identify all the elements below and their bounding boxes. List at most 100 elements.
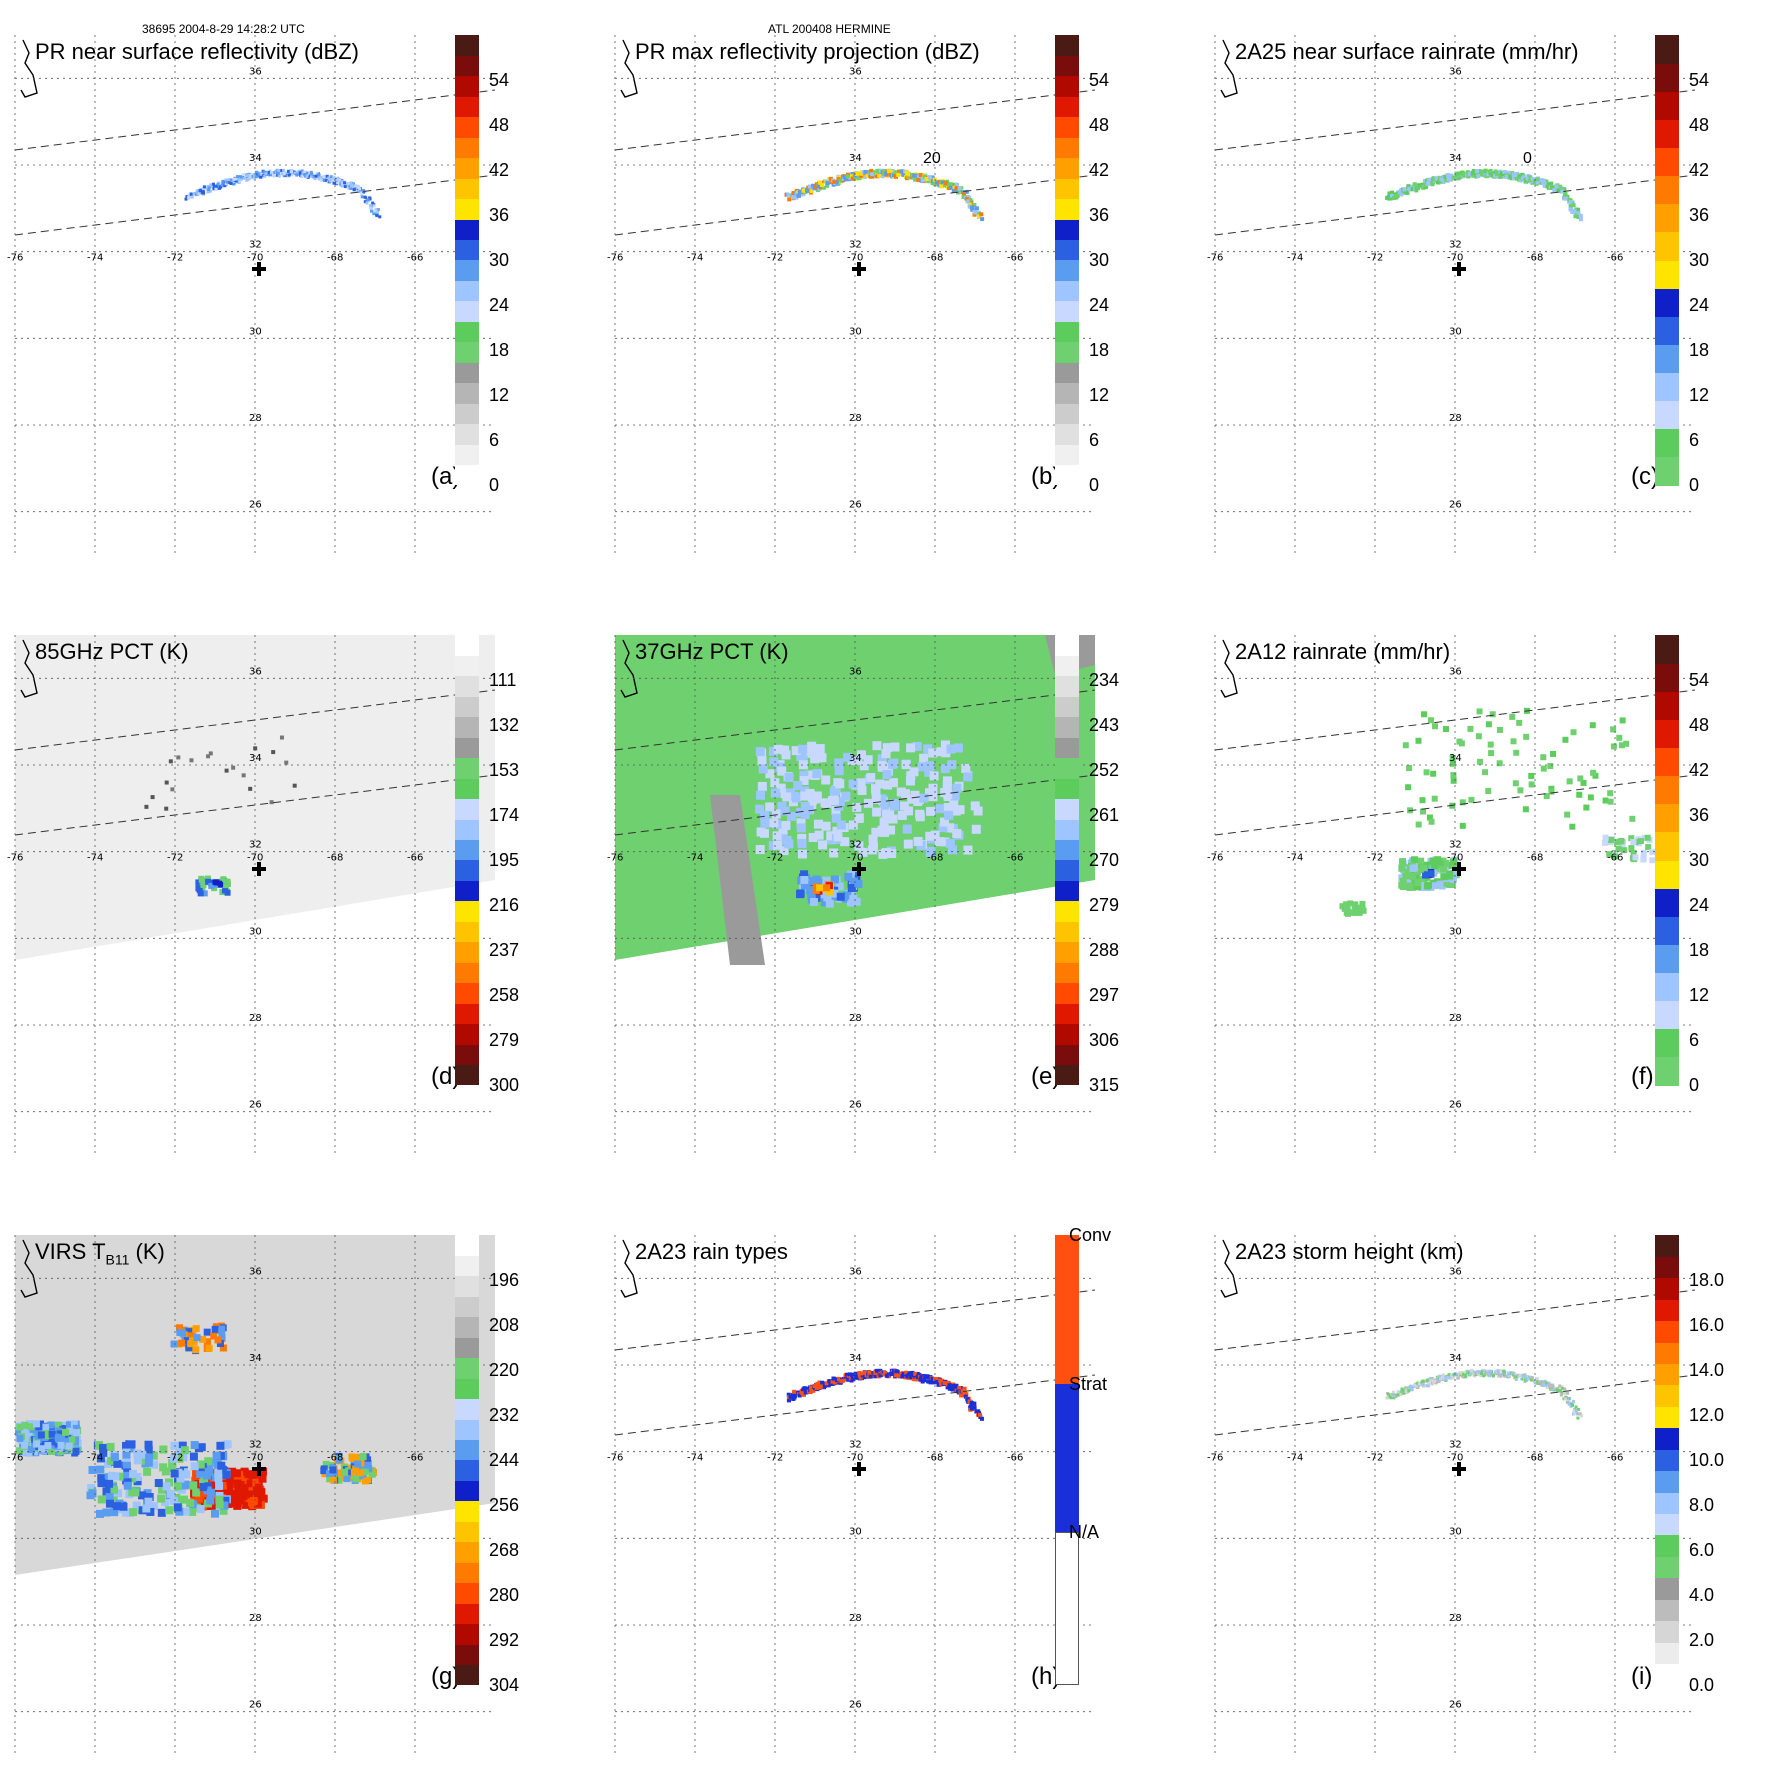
cell-pixel	[322, 1460, 330, 1468]
height-pixel	[1580, 1414, 1584, 1418]
cloud-pixel	[812, 769, 822, 779]
colorbar-segment	[455, 96, 479, 118]
panel-title: 2A12 rainrate (mm/hr)	[1235, 639, 1451, 664]
echo-pixel	[898, 171, 903, 176]
rain-pixel	[1576, 791, 1583, 798]
colorbar-label: 2.0	[1689, 1630, 1715, 1650]
colorbar-segment	[455, 1235, 479, 1256]
cloud-pixel	[879, 817, 889, 827]
echo-pixel	[961, 195, 966, 200]
cloud-pixel	[912, 741, 922, 751]
cloud-pixel	[190, 1441, 199, 1450]
cell-pixel	[352, 1475, 360, 1483]
cloud-pixel	[204, 1467, 213, 1476]
cloud-pixel	[835, 779, 845, 789]
cloud-pixel	[853, 755, 863, 765]
cloud-pixel	[948, 845, 958, 855]
rain-pixel	[1619, 717, 1626, 724]
colorbar-label: 174	[489, 805, 520, 825]
echo-pixel	[901, 172, 906, 177]
colorbar-label: 300	[489, 1075, 520, 1095]
rain-pixel	[1440, 873, 1448, 881]
cloud-pixel	[217, 1461, 226, 1470]
cloud-pixel	[32, 1420, 40, 1428]
echo-pixel	[896, 172, 901, 177]
rain-pixel	[1523, 178, 1528, 183]
cloud-pixel	[765, 802, 775, 812]
coastline	[1220, 1239, 1238, 1298]
colorbar-label: 30	[489, 250, 510, 270]
rain-pixel	[1449, 875, 1457, 883]
echo-pixel	[282, 174, 286, 178]
lat-tick-label: 32	[249, 840, 262, 851]
colorbar-segment	[1655, 288, 1679, 317]
cold-pixel	[176, 755, 181, 760]
echo-pixel	[791, 195, 796, 200]
rain-pixel	[1521, 176, 1526, 181]
cell-pixel	[185, 1328, 193, 1336]
colorbar-segment	[1055, 635, 1079, 656]
colorbar-segment	[1655, 428, 1679, 458]
lat-tick-label: 26	[849, 1100, 862, 1111]
cloud-pixel	[16, 1423, 24, 1431]
lat-tick-label: 36	[249, 666, 262, 677]
cell-pixel	[325, 1470, 333, 1478]
cloud-pixel	[784, 772, 794, 782]
raintype-pixel	[936, 1382, 941, 1387]
raintype-pixel	[839, 1379, 844, 1384]
title-subscript: B11	[105, 1251, 130, 1268]
raintype-pixel	[954, 1383, 959, 1388]
colorbar-segment	[1055, 321, 1079, 343]
colorbar-label: 288	[1089, 940, 1120, 960]
echo-pixel	[187, 193, 191, 197]
colorbar-segment	[455, 1582, 479, 1604]
colorbar: 0 6 12 18 24 30 36 42 48 54	[1655, 635, 1709, 1095]
cloud-pixel	[821, 775, 831, 785]
cell-pixel	[326, 1475, 334, 1483]
rain-pixel	[1424, 184, 1429, 189]
colorbar-segment	[455, 239, 479, 261]
echo-pixel	[855, 171, 860, 176]
height-pixel	[1475, 1372, 1479, 1376]
cloud-pixel	[105, 1479, 114, 1488]
height-pixel	[1400, 1387, 1404, 1391]
colorbar-label: 30	[1689, 250, 1710, 270]
cold-top-pixel	[225, 1484, 234, 1493]
cloud-pixel	[817, 753, 827, 763]
cloud-pixel	[119, 1472, 128, 1481]
cloud-pixel	[797, 833, 807, 843]
rain-pixel	[1461, 172, 1466, 177]
cloud-pixel	[917, 762, 927, 772]
lat-tick-label: 26	[1449, 1100, 1462, 1111]
cloud-pixel	[882, 743, 892, 753]
cloud-pixel	[952, 783, 962, 793]
cloud-pixel	[27, 1446, 35, 1454]
echo-pixel	[238, 180, 242, 184]
colorbar-segment	[455, 737, 479, 759]
rain-pixel	[1550, 185, 1555, 190]
storm-pixel	[810, 897, 819, 906]
rain-pixel	[1389, 190, 1394, 195]
echo-pixel	[801, 192, 806, 197]
cloud-pixel	[856, 778, 866, 788]
cell-pixel	[205, 1344, 213, 1352]
cold-pixel	[206, 754, 211, 759]
cloud-pixel	[756, 790, 766, 800]
colorbar-segment	[455, 921, 479, 943]
height-pixel	[1422, 1384, 1426, 1388]
lon-tick-label: -70	[247, 852, 263, 863]
height-pixel	[1444, 1377, 1448, 1381]
echo-pixel	[202, 185, 206, 189]
rain-pixel	[1536, 180, 1541, 185]
cloud-pixel	[925, 831, 935, 841]
raintype-pixel	[913, 1371, 918, 1376]
echo-pixel	[269, 172, 273, 176]
echo-pixel	[973, 210, 978, 215]
echo-pixel	[850, 172, 855, 177]
cloud-pixel	[48, 1438, 56, 1446]
cloud-pixel	[961, 763, 971, 773]
colorbar-segment	[455, 880, 479, 902]
colorbar: N/A Strat Conv	[1055, 1225, 1111, 1685]
rain-pixel	[1602, 834, 1609, 841]
lon-tick-label: -68	[327, 852, 343, 863]
